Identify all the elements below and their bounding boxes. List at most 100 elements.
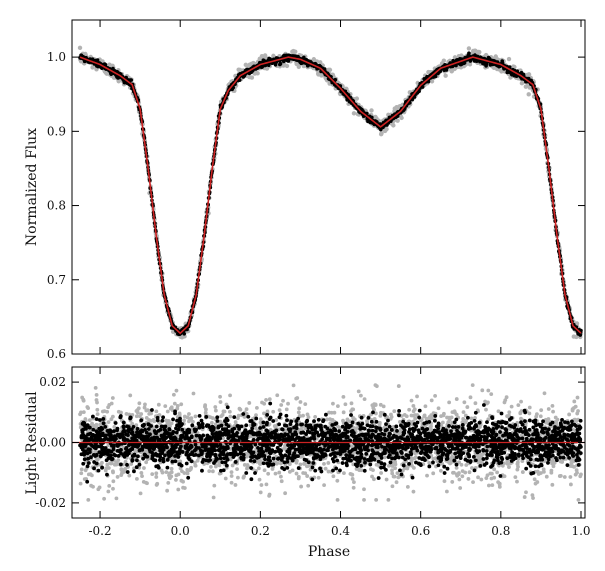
residual-gray-point bbox=[247, 401, 252, 405]
observed-gray-point bbox=[284, 63, 290, 69]
residual-gray-point bbox=[137, 414, 142, 419]
residual-gray-point bbox=[341, 418, 345, 423]
residual-gray-point bbox=[553, 415, 558, 420]
residual-gray-point bbox=[442, 479, 447, 484]
residual-gray-point bbox=[524, 490, 528, 495]
residual-gray-point bbox=[335, 497, 340, 502]
residual-gray-point bbox=[299, 484, 304, 489]
residual-gray-point bbox=[174, 388, 179, 393]
residual-gray-point bbox=[515, 479, 519, 484]
residual-gray-point bbox=[390, 468, 394, 473]
residual-gray-point bbox=[255, 406, 259, 410]
residual-gray-point bbox=[496, 409, 501, 414]
residual-gray-point bbox=[461, 416, 466, 421]
residual-gray-point bbox=[503, 398, 508, 403]
residual-gray-point bbox=[159, 468, 164, 473]
observed-gray-point bbox=[116, 79, 121, 84]
residual-gray-point bbox=[490, 483, 495, 487]
residual-gray-point bbox=[154, 409, 159, 414]
residual-gray-point bbox=[467, 470, 472, 475]
residual-gray-point bbox=[341, 410, 346, 415]
residual-gray-point bbox=[396, 384, 401, 388]
residual-gray-point bbox=[423, 404, 428, 409]
residual-gray-point bbox=[271, 409, 276, 414]
residual-gray-point bbox=[136, 406, 141, 411]
residual-gray-point bbox=[335, 478, 340, 483]
residual-gray-point bbox=[377, 422, 382, 427]
observed-gray-point bbox=[354, 96, 360, 101]
residual-gray-point bbox=[322, 461, 326, 466]
residual-gray-point bbox=[411, 409, 416, 414]
residual-gray-point bbox=[404, 414, 409, 419]
residual-gray-point bbox=[442, 411, 446, 416]
residual-gray-point bbox=[275, 393, 280, 398]
residual-gray-point bbox=[270, 467, 275, 471]
residual-gray-point bbox=[238, 407, 243, 412]
observed-gray-point bbox=[327, 67, 333, 73]
residual-gray-point bbox=[212, 483, 217, 488]
residual-gray-point bbox=[297, 406, 302, 411]
residual-gray-point bbox=[156, 402, 161, 407]
residual-gray-point bbox=[480, 388, 485, 393]
observed-gray-point bbox=[526, 72, 532, 77]
top-y-tick-label: 0.8 bbox=[47, 199, 66, 213]
residual-gray-point bbox=[147, 412, 152, 416]
residual-gray-point bbox=[135, 477, 139, 481]
residual-gray-point bbox=[549, 468, 554, 473]
residual-gray-point bbox=[431, 471, 436, 476]
residual-gray-point bbox=[165, 409, 170, 414]
residual-gray-point bbox=[507, 410, 512, 415]
observed-gray-point bbox=[441, 58, 447, 63]
observed-gray-point bbox=[264, 66, 270, 71]
residual-gray-point bbox=[507, 465, 511, 469]
residual-gray-point bbox=[229, 470, 234, 474]
observed-gray-point bbox=[477, 49, 482, 55]
residual-gray-point bbox=[111, 479, 116, 484]
observed-gray-point bbox=[293, 49, 298, 54]
residual-gray-point bbox=[222, 409, 227, 414]
residual-gray-point bbox=[374, 384, 379, 389]
residual-gray-point bbox=[471, 480, 475, 484]
observed-gray-point bbox=[90, 65, 95, 70]
residual-gray-point bbox=[229, 480, 234, 485]
residual-gray-point bbox=[209, 420, 214, 425]
residual-gray-point bbox=[179, 478, 184, 483]
residual-gray-point bbox=[305, 474, 310, 478]
residual-gray-point bbox=[111, 470, 115, 475]
residual-gray-point bbox=[326, 461, 331, 465]
residual-gray-point bbox=[257, 477, 262, 482]
residual-gray-point bbox=[267, 397, 272, 402]
observed-gray-point bbox=[399, 115, 404, 121]
residual-gray-point bbox=[350, 477, 355, 481]
residual-gray-point bbox=[533, 481, 538, 486]
residual-gray-point bbox=[230, 463, 235, 468]
residual-gray-point bbox=[492, 467, 497, 472]
residual-gray-point bbox=[295, 396, 300, 400]
residual-gray-point bbox=[213, 405, 218, 409]
residual-gray-point bbox=[331, 401, 335, 406]
residual-gray-point bbox=[80, 395, 85, 400]
residual-gray-point bbox=[305, 464, 309, 469]
residual-gray-point bbox=[298, 400, 303, 404]
residual-gray-point bbox=[139, 470, 144, 475]
residual-gray-point bbox=[273, 471, 278, 476]
residual-gray-point bbox=[546, 407, 551, 411]
residual-gray-point bbox=[463, 470, 468, 475]
residual-gray-point bbox=[451, 470, 455, 475]
observed-gray-point bbox=[369, 108, 374, 113]
residual-gray-point bbox=[279, 479, 284, 484]
residual-gray-point bbox=[182, 418, 187, 423]
residual-gray-point bbox=[479, 477, 484, 482]
residual-gray-point bbox=[513, 475, 518, 480]
residual-gray-point bbox=[223, 476, 228, 481]
residual-gray-point bbox=[484, 476, 489, 481]
residual-gray-point bbox=[218, 400, 223, 404]
residual-gray-point bbox=[381, 404, 386, 409]
residual-gray-point bbox=[169, 405, 174, 410]
residual-gray-point bbox=[95, 412, 100, 416]
residual-gray-point bbox=[362, 397, 367, 402]
observed-black-point bbox=[129, 78, 134, 82]
residual-gray-point bbox=[489, 476, 494, 481]
residual-gray-point bbox=[516, 403, 521, 408]
residual-gray-point bbox=[486, 388, 491, 393]
